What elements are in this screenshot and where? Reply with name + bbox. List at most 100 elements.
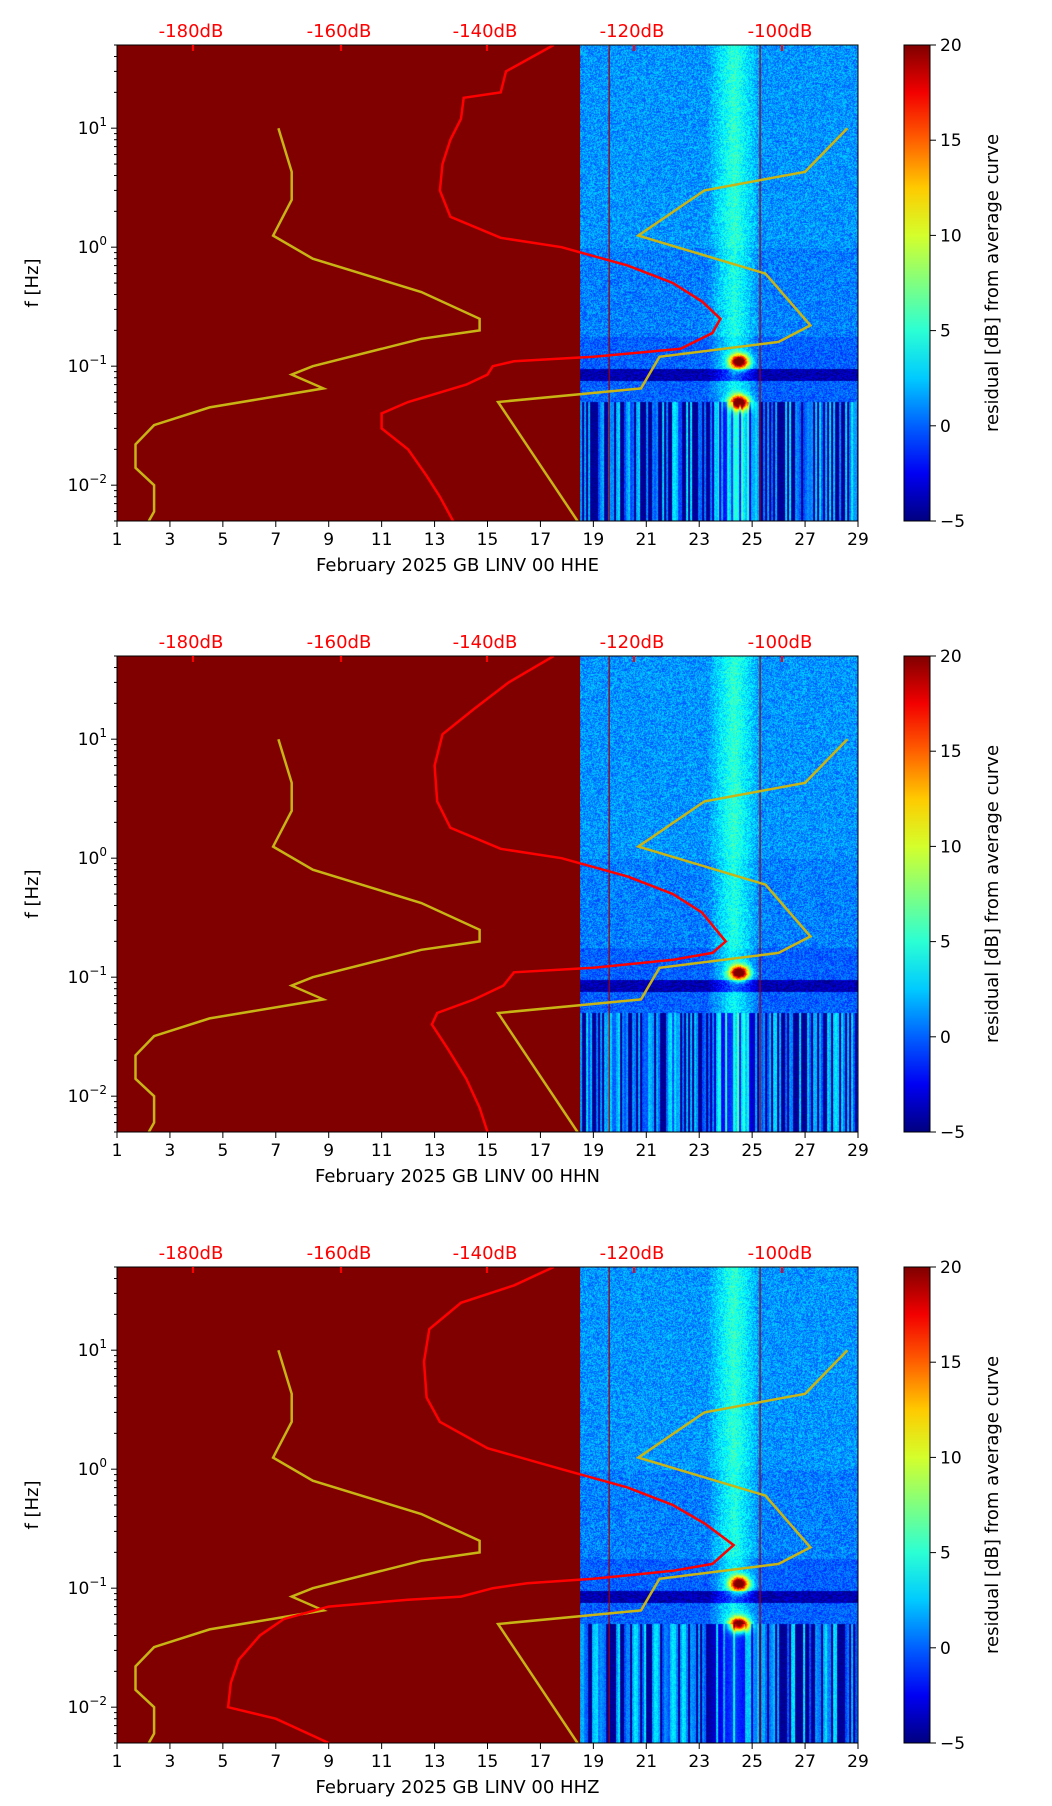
colorbar-tick-label: 0 <box>940 1028 951 1048</box>
x-tick-label: 3 <box>165 1141 176 1161</box>
x-tick-label: 1 <box>112 530 123 550</box>
top-db-label: -140dB <box>453 1243 518 1264</box>
colorbar-tick-label: 10 <box>940 1448 962 1468</box>
x-tick-label: 11 <box>371 530 393 550</box>
top-db-label: -100dB <box>748 21 813 42</box>
colorbar-tick-label: 20 <box>940 36 962 56</box>
colorbar-tick-label: −5 <box>940 1123 965 1143</box>
x-tick-label: 13 <box>424 530 446 550</box>
x-tick-label: 7 <box>270 1752 281 1772</box>
x-axis-label: February 2025 GB LINV 00 HHZ <box>316 1777 600 1798</box>
x-tick-label: 27 <box>794 530 816 550</box>
top-db-label: -100dB <box>748 632 813 653</box>
top-db-label: -140dB <box>453 21 518 42</box>
colorbar <box>903 655 931 1133</box>
y-tick-label: 10−1 <box>68 353 107 377</box>
x-tick-label: 23 <box>688 530 710 550</box>
x-tick-label: 1 <box>112 1752 123 1772</box>
top-db-label: -160dB <box>307 1243 372 1264</box>
x-tick-label: 29 <box>847 1141 869 1161</box>
top-db-label: -140dB <box>453 632 518 653</box>
colorbar-tick-label: −5 <box>940 1734 965 1754</box>
x-axis-label: February 2025 GB LINV 00 HHE <box>316 555 599 576</box>
top-db-label: -180dB <box>159 21 224 42</box>
x-tick-label: 21 <box>635 1141 657 1161</box>
x-tick-label: 19 <box>583 1141 605 1161</box>
y-tick-label: 101 <box>78 1337 107 1361</box>
colorbar-tick-label: 20 <box>940 1258 962 1278</box>
x-tick-label: 11 <box>371 1752 393 1772</box>
x-tick-label: 13 <box>424 1141 446 1161</box>
x-tick-label: 9 <box>323 1141 334 1161</box>
y-tick-label: 100 <box>78 1456 107 1480</box>
top-db-label: -100dB <box>748 1243 813 1264</box>
x-tick-label: 23 <box>688 1752 710 1772</box>
top-db-label: -120dB <box>600 1243 665 1264</box>
colorbar-tick-label: 5 <box>940 1544 951 1564</box>
y-tick-label: 101 <box>78 115 107 139</box>
y-tick-label: 10−2 <box>68 472 107 496</box>
x-tick-label: 15 <box>477 1141 499 1161</box>
spectrogram-image <box>580 656 859 1132</box>
y-tick-label: 10−1 <box>68 964 107 988</box>
y-tick-label: 10−2 <box>68 1694 107 1718</box>
colorbar-tick-label: 15 <box>940 1353 962 1373</box>
x-tick-label: 21 <box>635 1752 657 1772</box>
x-tick-label: 9 <box>323 530 334 550</box>
noise-model-curve-low <box>134 1349 481 1743</box>
y-tick-label: 100 <box>78 845 107 869</box>
colorbar-label: residual [dB] from average curve <box>982 1356 1003 1654</box>
noise-model-curve-high <box>495 127 849 521</box>
y-axis-label: f [Hz] <box>22 1480 43 1529</box>
x-tick-label: 9 <box>323 1752 334 1772</box>
x-tick-label: 5 <box>217 530 228 550</box>
psd-curve <box>430 656 728 1132</box>
x-tick-label: 21 <box>635 530 657 550</box>
x-tick-label: 13 <box>424 1752 446 1772</box>
top-db-label: -160dB <box>307 632 372 653</box>
top-db-label: -180dB <box>159 632 224 653</box>
x-tick-label: 23 <box>688 1141 710 1161</box>
x-tick-label: 7 <box>270 530 281 550</box>
x-tick-label: 19 <box>583 530 605 550</box>
y-tick-label: 100 <box>78 234 107 258</box>
x-tick-label: 25 <box>741 530 763 550</box>
psd-curve <box>380 45 722 521</box>
x-tick-label: 29 <box>847 1752 869 1772</box>
y-axis-label: f [Hz] <box>22 258 43 307</box>
x-tick-label: 3 <box>165 530 176 550</box>
spectrogram-image <box>580 1267 859 1743</box>
spectrogram-image <box>580 45 859 521</box>
x-tick-label: 15 <box>477 1752 499 1772</box>
colorbar-tick-label: 20 <box>940 647 962 667</box>
noise-model-curve-high <box>495 738 849 1132</box>
x-tick-label: 19 <box>583 1752 605 1772</box>
colorbar-tick-label: 15 <box>940 131 962 151</box>
top-db-label: -120dB <box>600 632 665 653</box>
x-tick-label: 15 <box>477 530 499 550</box>
x-tick-label: 27 <box>794 1141 816 1161</box>
x-axis-label: February 2025 GB LINV 00 HHN <box>315 1166 600 1187</box>
colorbar-tick-label: 0 <box>940 417 951 437</box>
x-tick-label: 25 <box>741 1752 763 1772</box>
colorbar-tick-label: 10 <box>940 837 962 857</box>
noise-model-curve-high <box>495 1349 849 1743</box>
x-tick-label: 29 <box>847 530 869 550</box>
colorbar-tick-label: 5 <box>940 322 951 342</box>
x-tick-label: 27 <box>794 1752 816 1772</box>
x-tick-label: 1 <box>112 1141 123 1161</box>
colorbar-tick-label: 0 <box>940 1639 951 1659</box>
y-tick-label: 10−1 <box>68 1575 107 1599</box>
x-tick-label: 17 <box>530 530 552 550</box>
top-db-label: -120dB <box>600 21 665 42</box>
x-tick-label: 25 <box>741 1141 763 1161</box>
psd-curve <box>226 1267 736 1743</box>
top-db-label: -160dB <box>307 21 372 42</box>
colorbar-tick-label: −5 <box>940 512 965 532</box>
x-tick-label: 11 <box>371 1141 393 1161</box>
x-tick-label: 7 <box>270 1141 281 1161</box>
y-axis-label: f [Hz] <box>22 869 43 918</box>
